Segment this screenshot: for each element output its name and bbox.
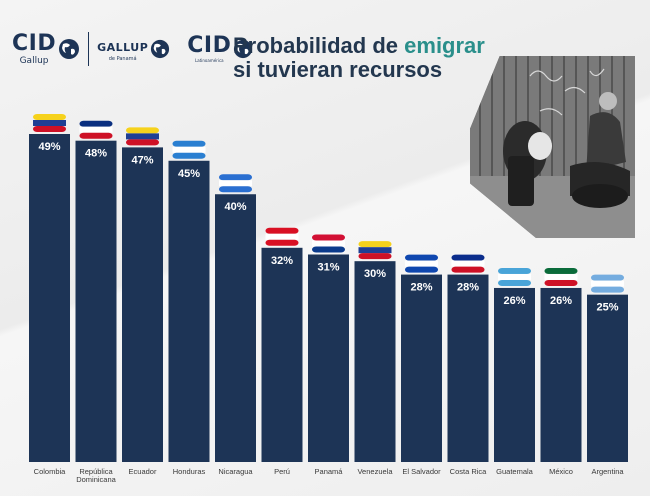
category-label: Argentina [591, 467, 624, 476]
chart-title: Probabilidad de emigrar si tuvieran recu… [233, 34, 485, 82]
cid-logo-text: CID [12, 30, 57, 56]
bar-ecuador [122, 147, 163, 462]
globe-icon [234, 39, 253, 59]
category-label: El Salvador [402, 467, 441, 476]
bar-panamá [308, 254, 349, 462]
flag-map-icon [126, 127, 159, 146]
bar-guatemala [494, 287, 535, 462]
bar-colombia [29, 134, 70, 462]
flag-map-icon [172, 140, 206, 159]
data-label: 47% [131, 154, 153, 166]
flag-map-icon [265, 227, 299, 246]
cid-logo-sub: Gallup [19, 55, 49, 66]
globe-icon [151, 39, 170, 59]
flag-map-icon [591, 274, 624, 293]
data-label: 28% [457, 282, 479, 294]
bar-perú [261, 247, 303, 462]
gallup-panama-logo: GALLUP de Panamá [97, 36, 170, 62]
data-label: 30% [364, 268, 386, 280]
category-label: Perú [274, 467, 290, 476]
flag-map-icon [219, 174, 252, 193]
flag-map-icon [405, 254, 438, 273]
flag-map-icon [312, 234, 345, 253]
category-label: Guatemala [496, 467, 533, 476]
bar-venezuela [354, 261, 396, 462]
data-label: 31% [317, 261, 339, 273]
category-label: México [549, 467, 573, 476]
gallup-logo-sub: de Panamá [108, 56, 137, 62]
title-line1-start: Probabilidad de [233, 33, 405, 58]
data-label: 26% [503, 295, 525, 307]
bar-honduras [168, 160, 210, 462]
cid-lat-logo-text: CID [187, 33, 232, 58]
title-accent: emigrar [404, 33, 485, 58]
data-label: 45% [178, 168, 200, 180]
flag-map-icon [79, 120, 113, 139]
flag-map-icon [498, 267, 531, 286]
category-label: Panamá [314, 467, 343, 476]
bar-méxico [540, 287, 582, 462]
header-logos: CID Gallup GALLUP de Panamá CID Latinoam… [12, 26, 253, 72]
category-label: Honduras [172, 467, 206, 476]
bar-el-salvador [401, 274, 442, 462]
data-label: 40% [224, 201, 246, 213]
category-label: Nicaragua [218, 467, 253, 476]
data-label: 25% [596, 302, 618, 314]
cid-latinoamerica-logo: CID Latinoamérica [187, 35, 253, 63]
bar-argentina [587, 294, 628, 462]
bar-costa-rica [447, 274, 489, 462]
flag-map-icon [451, 254, 485, 273]
title-line2: si tuvieran recursos [233, 57, 443, 82]
bar-nicaragua [215, 194, 256, 462]
category-label: Colombia [33, 467, 66, 476]
data-label: 28% [410, 282, 432, 294]
cid-lat-logo-sub: Latinoamérica [195, 58, 224, 63]
data-label: 26% [550, 295, 572, 307]
data-label: 49% [38, 141, 60, 153]
globe-icon [59, 39, 80, 59]
category-label: República Dominicana [76, 467, 116, 484]
data-label: 48% [85, 148, 107, 160]
logo-divider [88, 32, 90, 66]
category-label: Costa Rica [449, 467, 487, 476]
cid-gallup-logo: CID Gallup [12, 30, 80, 66]
category-label: Venezuela [357, 467, 393, 476]
category-label: Ecuador [128, 467, 157, 476]
photo-migrants [470, 56, 635, 238]
flag-map-icon [358, 241, 392, 260]
gallup-logo-text: GALLUP [97, 41, 149, 54]
data-label: 32% [271, 255, 293, 267]
flag-map-icon [544, 267, 578, 286]
flag-map-icon [33, 114, 66, 132]
bar-república-dominicana [75, 140, 117, 462]
